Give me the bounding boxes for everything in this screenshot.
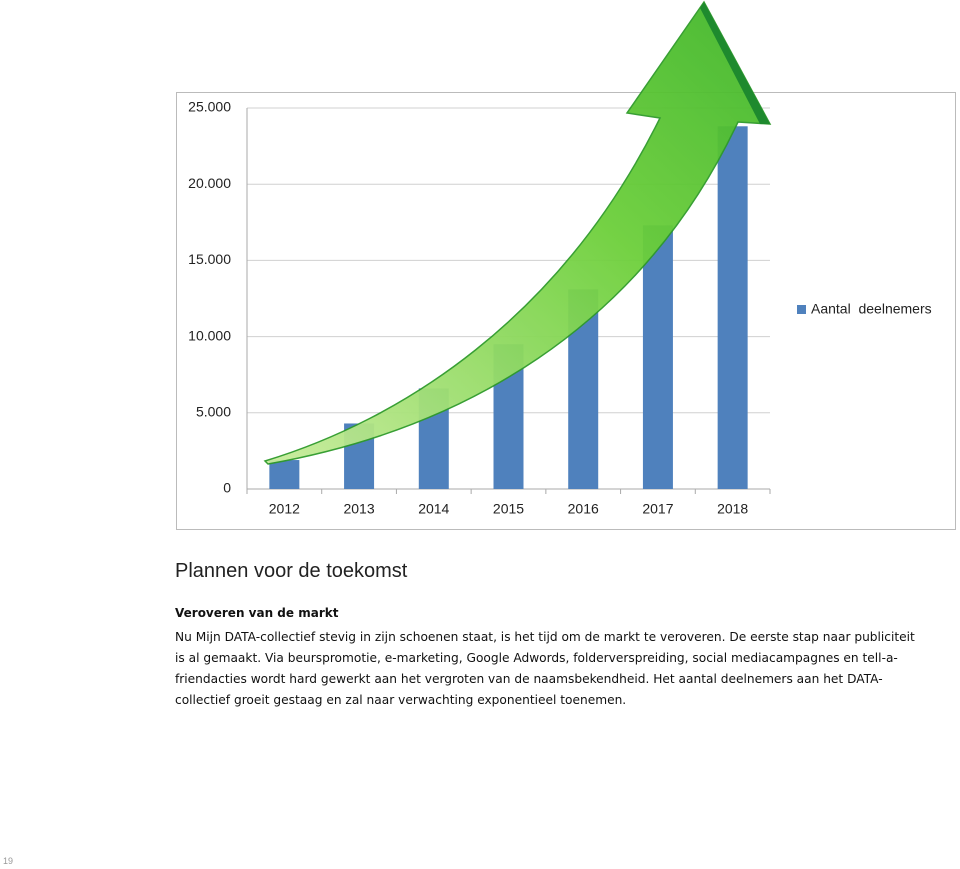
legend-label: Aantal deelnemers — [811, 301, 932, 317]
y-tick-label: 25.000 — [188, 99, 231, 115]
paragraph-line: Nu Mijn DATA-collectief stevig in zijn s… — [175, 630, 915, 644]
y-tick-label: 5.000 — [196, 404, 231, 420]
bar — [717, 126, 748, 490]
x-tick-label: 2014 — [418, 501, 449, 517]
paragraph: Nu Mijn DATA-collectief stevig in zijn s… — [175, 627, 915, 711]
y-tick-label: 10.000 — [188, 327, 231, 343]
x-tick-label: 2017 — [642, 501, 673, 517]
bar — [269, 460, 300, 489]
arrow-shade — [700, 2, 770, 124]
y-tick-label: 0 — [223, 480, 231, 496]
growth-arrow — [263, 0, 772, 465]
heading: Plannen voor de toekomst — [175, 560, 408, 582]
y-tick-label: 15.000 — [188, 251, 231, 267]
x-tick-label: 2012 — [269, 501, 300, 517]
bar — [642, 225, 673, 489]
x-tick-label: 2013 — [343, 501, 374, 517]
page-number: 19 — [3, 856, 14, 866]
x-tick-label: 2016 — [568, 501, 599, 517]
paragraph-line: collectief groeit gestaag en zal naar ve… — [175, 693, 627, 707]
x-tick-label: 2015 — [493, 501, 524, 517]
y-tick-label: 20.000 — [188, 175, 231, 191]
x-tick-label: 2018 — [717, 501, 748, 517]
chart: 0 5.000 10.000 15.000 20.000 25.000 2012 2013 2… — [176, 0, 956, 530]
legend-swatch — [797, 305, 806, 314]
subheading: Veroveren van de markt — [175, 606, 339, 620]
paragraph-line: is al gemaakt. Via beurspromotie, e-mark… — [175, 651, 898, 665]
paragraph-line: friendacties wordt hard gewerkt aan het … — [175, 672, 883, 686]
